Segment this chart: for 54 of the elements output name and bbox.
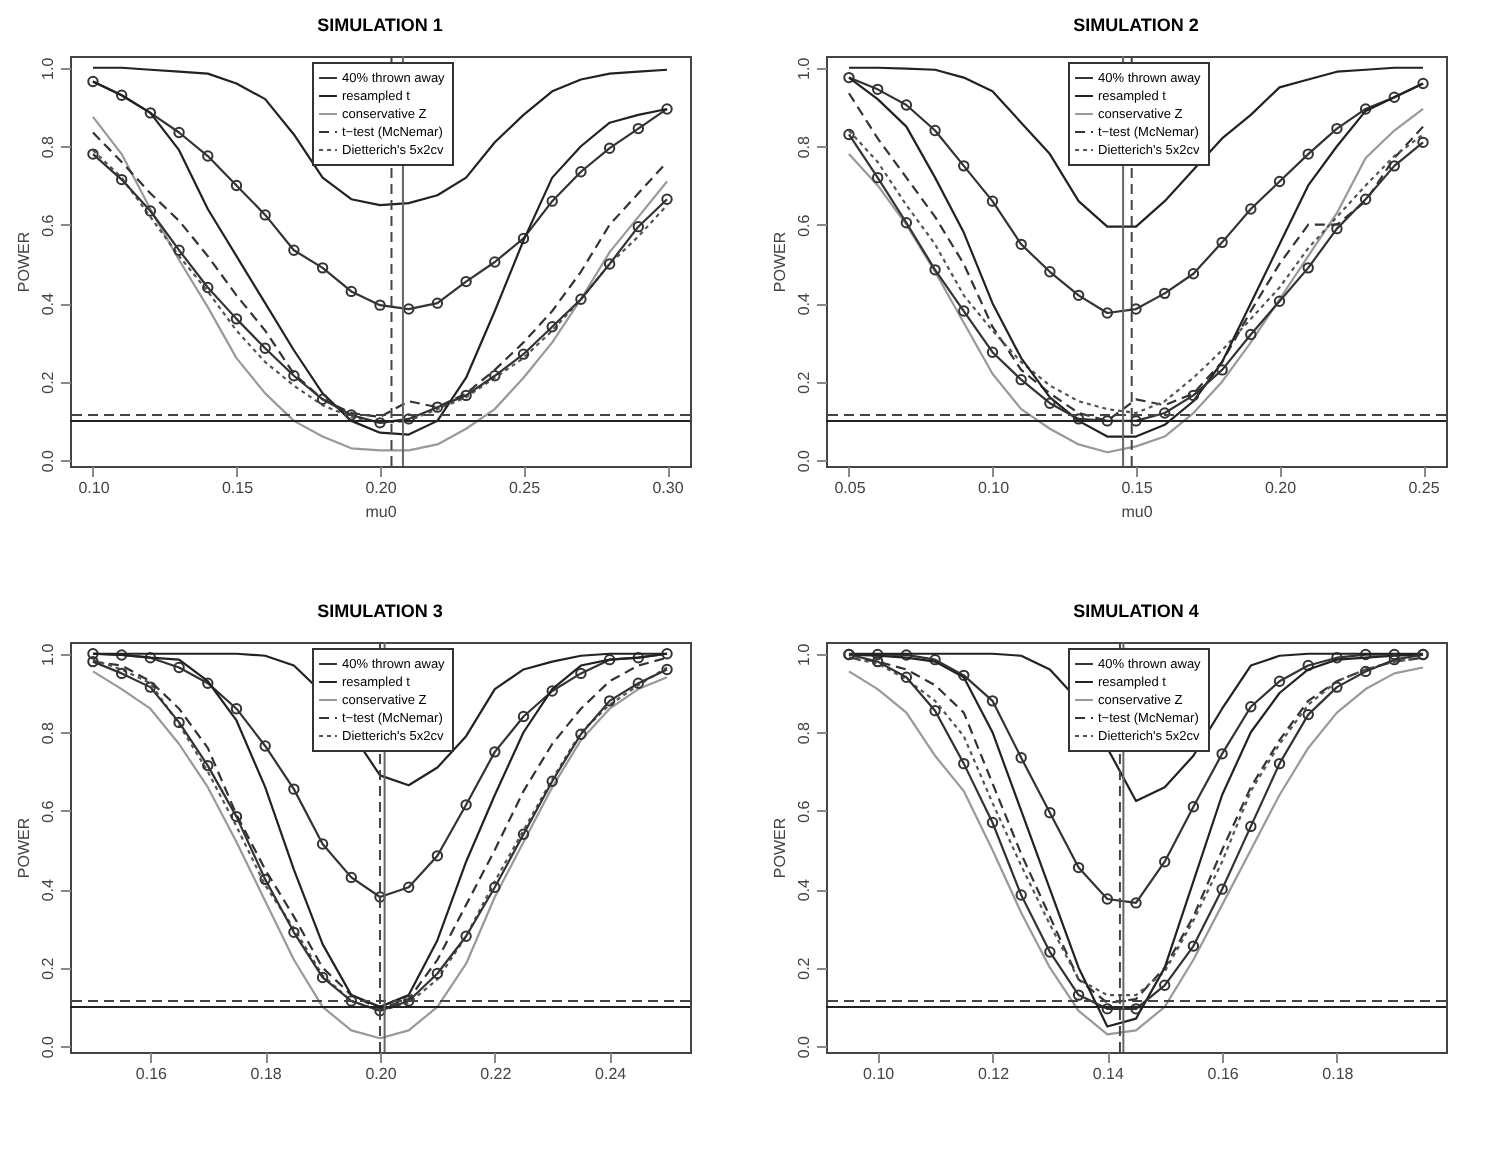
y-tick-label: 0.8 (39, 135, 57, 159)
y-tick-label: 0.2 (39, 956, 57, 980)
x-tick-label: 0.24 (595, 1065, 628, 1083)
y-tick-label: 0.0 (795, 448, 813, 473)
x-tick-label: 0.16 (1207, 1065, 1240, 1083)
y-tick-label: 0.8 (795, 721, 813, 745)
y-tick-label: 0.6 (795, 213, 813, 237)
x-tick-label: 0.25 (1408, 479, 1441, 497)
y-tick-label: 0.4 (39, 877, 57, 902)
x-tick-label: 0.10 (977, 479, 1011, 497)
x-tick-label: 0.15 (221, 479, 255, 497)
y-tick-label: 0.6 (39, 799, 57, 823)
y-tick-label: 0.6 (39, 213, 57, 237)
chart-title: SIMULATION 4 (1073, 601, 1199, 621)
y-axis-title: POWER (771, 231, 789, 293)
chart-title: SIMULATION 1 (317, 15, 443, 35)
y-tick-label: 0.2 (795, 956, 813, 980)
y-axis-title: POWER (15, 231, 33, 293)
x-tick-label: 0.12 (977, 1065, 1011, 1083)
y-tick-label: 1.0 (795, 642, 813, 666)
x-tick-label: 0.18 (1322, 1065, 1355, 1083)
x-tick-label: 0.20 (365, 1065, 398, 1083)
x-axis-title: mu0 (365, 503, 398, 521)
y-tick-label: 0.8 (39, 721, 57, 745)
y-tick-label: 1.0 (39, 642, 57, 666)
x-tick-label: 0.18 (250, 1065, 283, 1083)
y-tick-label: 0.0 (795, 1034, 813, 1059)
x-tick-label: 0.14 (1092, 1065, 1125, 1083)
y-tick-label: 0.2 (795, 370, 813, 394)
y-tick-label: 0.4 (39, 291, 57, 316)
x-tick-label: 0.22 (480, 1065, 513, 1083)
y-tick-label: 0.2 (39, 370, 57, 394)
y-tick-label: 0.0 (39, 448, 57, 473)
x-tick-label: 0.16 (135, 1065, 169, 1083)
y-tick-label: 0.0 (39, 1034, 57, 1059)
x-tick-label: 0.20 (1264, 479, 1298, 497)
y-axis-title: POWER (771, 817, 789, 879)
x-tick-label: 0.05 (834, 479, 867, 497)
x-tick-label: 0.30 (652, 479, 685, 497)
y-tick-label: 0.6 (795, 799, 813, 823)
y-tick-label: 0.4 (795, 877, 813, 902)
y-tick-label: 1.0 (39, 56, 57, 80)
y-tick-label: 0.4 (795, 291, 813, 316)
x-axis-title: mu0 (1121, 503, 1154, 521)
y-tick-label: 0.8 (795, 135, 813, 159)
y-axis-title: POWER (15, 817, 33, 879)
chart-title: SIMULATION 2 (1073, 15, 1199, 35)
x-tick-label: 0.25 (508, 479, 542, 497)
x-tick-label: 0.10 (78, 479, 111, 497)
x-tick-label: 0.20 (365, 479, 398, 497)
y-tick-label: 1.0 (795, 56, 813, 80)
x-tick-label: 0.10 (863, 1065, 896, 1083)
chart-title: SIMULATION 3 (317, 601, 443, 621)
x-tick-label: 0.15 (1121, 479, 1154, 497)
